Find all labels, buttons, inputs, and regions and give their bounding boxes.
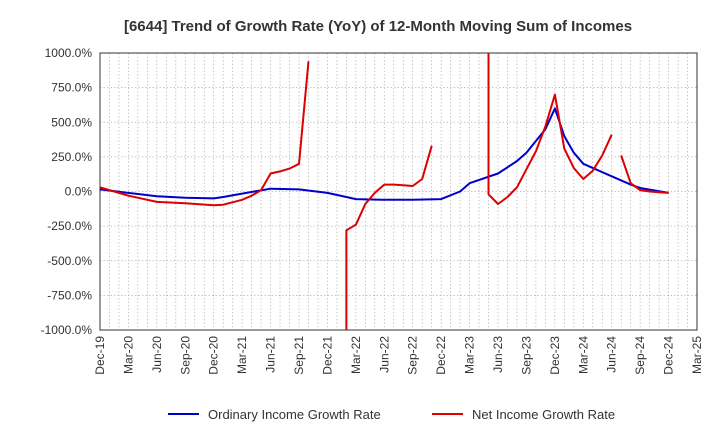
net-income-growth-line: [487, 53, 613, 205]
x-tick-label: Dec-23: [548, 336, 562, 375]
x-tick-label: Mar-22: [349, 336, 363, 374]
x-tick-label: Dec-24: [662, 336, 676, 375]
net-income-growth-line: [345, 145, 433, 330]
x-tick-label: Sep-23: [519, 336, 533, 375]
legend-label-net: Net Income Growth Rate: [472, 407, 615, 422]
x-tick-label: Jun-20: [150, 336, 164, 373]
x-tick-label: Mar-23: [463, 336, 477, 374]
chart-title: [6644] Trend of Growth Rate (YoY) of 12-…: [124, 18, 632, 35]
x-tick-label: Sep-20: [178, 336, 192, 375]
plot-frame: [99, 52, 698, 331]
y-tick-label: -250.0%: [47, 219, 92, 233]
x-tick-label: Jun-23: [491, 336, 505, 373]
x-tick-label: Sep-21: [292, 336, 306, 375]
x-tick-label: Mar-25: [690, 336, 704, 374]
y-tick-label: 1000.0%: [45, 46, 93, 60]
y-tick-label: -500.0%: [47, 254, 92, 268]
x-tick-label: Dec-20: [207, 336, 221, 375]
x-tick-label: Sep-24: [633, 336, 647, 375]
x-tick-label: Jun-21: [264, 336, 278, 373]
net-income-growth-line: [100, 61, 310, 207]
ordinary-income-growth-line: [100, 107, 669, 201]
x-tick-label: Dec-19: [93, 336, 107, 375]
x-tick-label: Dec-21: [320, 336, 334, 375]
grid: [99, 52, 698, 331]
legend-label-ordinary: Ordinary Income Growth Rate: [208, 407, 381, 422]
x-tick-label: Mar-24: [576, 336, 590, 374]
y-tick-label: -750.0%: [47, 288, 92, 302]
x-tick-label: Jun-22: [377, 336, 391, 373]
x-tick-label: Dec-22: [434, 336, 448, 375]
x-tick-label: Sep-22: [406, 336, 420, 375]
x-tick-label: Mar-21: [235, 336, 249, 374]
y-tick-label: 500.0%: [51, 115, 92, 129]
x-tick-label: Jun-24: [605, 336, 619, 373]
x-tick-label: Mar-20: [121, 336, 135, 374]
y-tick-label: -1000.0%: [41, 323, 93, 337]
y-tick-label: 250.0%: [51, 150, 92, 164]
y-tick-label: 750.0%: [51, 81, 92, 95]
y-tick-label: 0.0%: [65, 185, 93, 199]
legend: Ordinary Income Growth Rate Net Income G…: [168, 407, 615, 422]
axes: 1000.0% 750.0% 500.0% 250.0% 0.0% -250.0% -500…: [41, 46, 704, 375]
net-income-growth-line: [620, 155, 669, 194]
series-lines: [100, 53, 669, 330]
